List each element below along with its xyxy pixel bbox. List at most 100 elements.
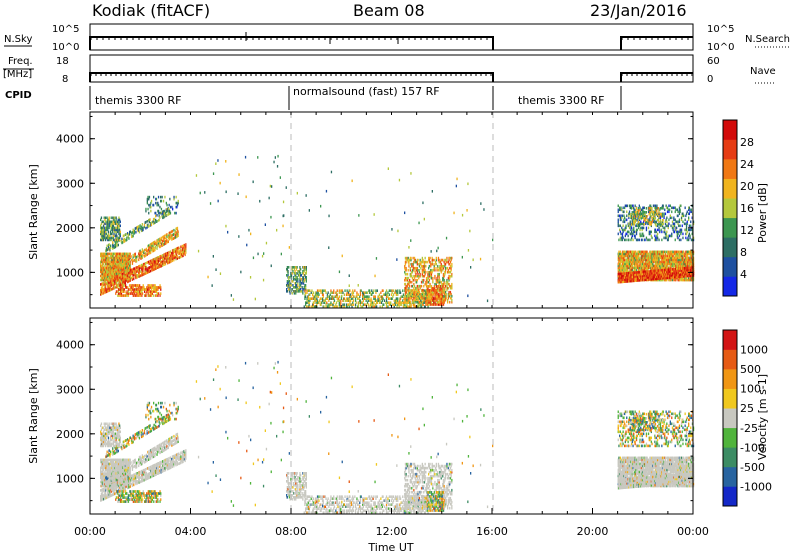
power-cell [122, 262, 124, 265]
power-cell [105, 232, 107, 236]
power-cell [103, 258, 105, 262]
power-cell [105, 278, 107, 282]
power-cell [181, 254, 183, 258]
power-cell [100, 230, 103, 234]
power-cell [118, 216, 120, 220]
power-cell [107, 289, 110, 293]
power-cell [105, 220, 107, 224]
power-cell [219, 272, 222, 275]
power-cell [154, 257, 156, 261]
power-cell [112, 252, 114, 256]
power-cell [167, 253, 169, 256]
power-cell [146, 269, 148, 272]
power-cell [101, 220, 103, 224]
power-cell [114, 256, 116, 260]
power-cell [168, 233, 170, 237]
power-cell [113, 228, 115, 232]
power-cell [144, 254, 146, 258]
power-cell [168, 257, 170, 260]
power-cell [122, 278, 124, 282]
power-cell [128, 268, 130, 272]
power-cell [163, 237, 165, 240]
power-cell [326, 301, 328, 304]
power-cell [139, 294, 141, 297]
power-cell [119, 236, 121, 240]
power-cell [167, 211, 169, 214]
power-cell [416, 300, 418, 304]
power-cell [177, 234, 179, 237]
power-cell [149, 260, 151, 263]
power-cell [215, 268, 217, 271]
power-cell [100, 270, 102, 274]
power-cell [151, 261, 153, 264]
power-cell [100, 272, 103, 276]
power-cell [112, 228, 114, 232]
power-cell [138, 250, 141, 253]
power-cell [107, 232, 110, 236]
power-cell [141, 227, 143, 231]
power-cell [115, 216, 117, 220]
power-cell [102, 234, 104, 238]
power-cell [146, 267, 148, 270]
power-cell [288, 276, 290, 279]
power-cell [112, 252, 114, 256]
power-cell [382, 289, 384, 292]
power-cell [120, 268, 122, 272]
power-cell [140, 227, 142, 231]
power-cell [107, 256, 109, 260]
power-cell [116, 228, 118, 232]
power-cell [150, 251, 152, 254]
power-cell [374, 274, 376, 278]
power-cell [107, 266, 109, 270]
power-cell [296, 191, 298, 195]
power-cell [126, 270, 128, 274]
power-cell [124, 237, 126, 241]
power-cell [114, 274, 117, 278]
power-cell [152, 260, 155, 263]
power-cell [132, 284, 134, 287]
power-cell [102, 238, 105, 242]
power-cell [167, 240, 169, 243]
power-cell [374, 295, 376, 298]
power-cell [162, 210, 165, 213]
power-cell [119, 274, 121, 277]
power-cell [164, 261, 166, 264]
power-cell [305, 194, 307, 197]
power-cell [109, 236, 111, 240]
power-cell [104, 228, 106, 232]
power-cell [144, 221, 146, 224]
power-cell [167, 261, 169, 265]
power-cell [142, 249, 144, 253]
power-cell [397, 297, 399, 300]
power-cell [131, 284, 133, 287]
power-cell [148, 225, 150, 228]
power-cell [410, 256, 412, 260]
power-cell [126, 276, 129, 280]
power-cell [142, 269, 144, 272]
power-cell [120, 292, 123, 295]
power-cell [122, 238, 124, 242]
power-cell [117, 284, 119, 287]
power-cell [102, 252, 105, 256]
power-cell [327, 303, 329, 306]
power-cell [116, 226, 119, 230]
power-cell [143, 223, 146, 227]
power-cell [388, 289, 390, 292]
power-cell [153, 243, 155, 246]
power-cell [154, 265, 157, 268]
power-cell [184, 253, 186, 257]
power-cell [139, 266, 141, 270]
power-cell [136, 226, 138, 230]
power-cell [444, 266, 447, 270]
power-cell [105, 274, 107, 278]
freq-unit: [MHz] [3, 69, 32, 80]
nave-tick-top: 60 [707, 56, 720, 67]
power-cell [411, 284, 414, 288]
power-cell [164, 255, 166, 258]
power-cell [134, 227, 136, 230]
power-cell [129, 230, 131, 234]
power-cell [378, 293, 381, 296]
power-cell [105, 226, 107, 230]
power-cell [157, 195, 160, 199]
power-cell [121, 276, 124, 280]
